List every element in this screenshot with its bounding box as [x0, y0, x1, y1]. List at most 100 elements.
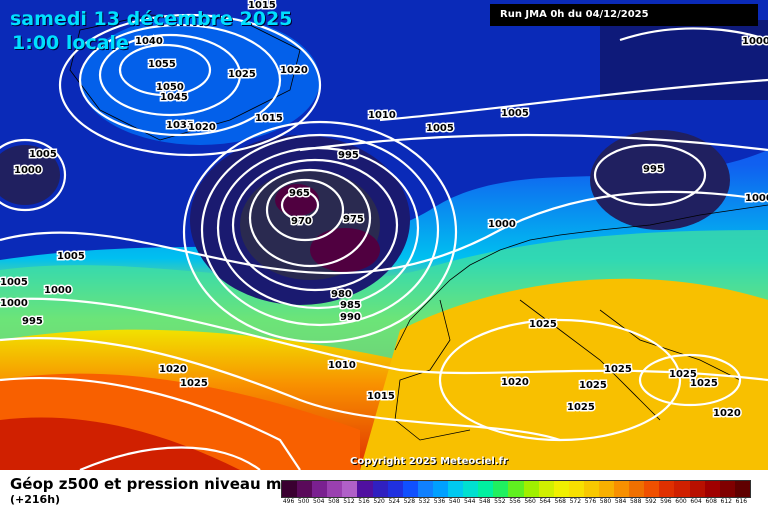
isobar-label: 1020 — [713, 408, 741, 419]
isobar-label: 975 — [343, 214, 364, 225]
isobar-label: 995 — [643, 164, 664, 175]
isobar-label: 1025 — [567, 402, 595, 413]
color-scale-label: 544 — [463, 498, 476, 505]
isobar-label: 1020 — [501, 377, 529, 388]
color-scale-swatch — [493, 481, 509, 497]
color-scale-label: 564 — [539, 498, 551, 505]
isobar-label: 1000 — [742, 36, 768, 47]
isobar-label: 980 — [331, 289, 352, 300]
color-scale-swatch — [357, 481, 373, 497]
color-scale-swatch — [282, 481, 298, 497]
zone-low-core-inner — [310, 228, 380, 272]
color-scale-swatch — [402, 481, 418, 497]
color-scale-swatch — [659, 481, 675, 497]
color-scale-label: 600 — [675, 498, 687, 505]
color-scale-label: 572 — [569, 498, 582, 505]
color-scale-swatch — [448, 481, 464, 497]
color-scale-label: 604 — [690, 498, 702, 505]
color-scale-swatch — [553, 481, 569, 497]
isobar-label: 1010 — [328, 360, 356, 371]
color-scale-swatch — [614, 481, 630, 497]
isobar-label: 1000 — [0, 298, 28, 309]
color-scale-label: 560 — [524, 498, 536, 505]
color-scale-label: 596 — [660, 498, 672, 505]
isobar-label: 1020 — [159, 364, 187, 375]
color-scale-label: 524 — [388, 498, 400, 505]
forecast-date: samedi 13 décembre 2025 — [10, 8, 293, 30]
coastline-europe — [394, 204, 768, 441]
isobar-label: 1000 — [44, 285, 72, 296]
isobar-label: 965 — [289, 188, 310, 199]
color-scale-swatch — [538, 481, 554, 497]
isobar-label: 985 — [340, 300, 361, 311]
color-scale — [281, 480, 751, 498]
isobar-label: 1035 — [166, 120, 194, 131]
model-run-label: Run JMA 0h du 04/12/2025 — [490, 4, 758, 26]
isobar-labels: 1015 1040 1055 1050 1045 1025 1020 1035 … — [0, 0, 768, 421]
color-scale-swatch — [417, 481, 433, 497]
isobar-label: 1055 — [148, 59, 176, 70]
isobar-label: 995 — [22, 316, 43, 327]
zone-red-southwest — [0, 417, 240, 470]
isobar-label: 990 — [340, 312, 361, 323]
color-scale-swatch — [327, 481, 343, 497]
isobar-label: 1015 — [255, 113, 283, 124]
color-scale-swatch — [372, 481, 388, 497]
isobar-label: 1000 — [488, 219, 516, 230]
zone-west-low — [0, 145, 60, 205]
isobar-label: 1020 — [280, 65, 308, 76]
color-scale-label: 548 — [479, 498, 491, 505]
color-scale-swatch — [734, 481, 750, 497]
isobar-lines — [0, 13, 768, 470]
isobar-label: 1000 — [14, 165, 42, 176]
weather-map: 1015 1040 1055 1050 1045 1025 1020 1035 … — [0, 0, 768, 470]
isobar-label: 1015 — [367, 391, 395, 402]
isobar-label: 1025 — [604, 364, 632, 375]
zone-northeast-low — [590, 130, 730, 230]
color-scale-label: 496 — [282, 498, 295, 505]
color-scale-label: 580 — [599, 498, 612, 505]
color-scale-swatch — [342, 481, 358, 497]
isobar-label: 1025 — [669, 369, 697, 380]
isobar-label: 1005 — [501, 108, 529, 119]
color-scale-swatch — [463, 481, 479, 497]
color-scale-label: 520 — [373, 498, 385, 505]
color-scale-swatch — [568, 481, 584, 497]
color-scale-labels: 496 500 504 508 512 516 520 524 528 532 536 540 544 5… — [281, 498, 749, 505]
zone-yellow-east — [360, 278, 768, 470]
color-scale-swatch — [312, 481, 328, 497]
color-scale-label: 540 — [448, 498, 461, 505]
isobar-label: 1040 — [135, 36, 163, 47]
isobar-label: 1025 — [180, 378, 208, 389]
color-scale-label: 508 — [328, 498, 340, 505]
isobar-label: 1000 — [745, 193, 768, 204]
isobar-label: 1025 — [690, 378, 718, 389]
copyright-text: Copyright 2025 Meteociel.fr — [350, 456, 508, 467]
isobar-label: 1010 — [368, 110, 396, 121]
color-scale-label: 608 — [705, 498, 717, 505]
isobar-label: 970 — [291, 216, 312, 227]
color-scale-swatch — [689, 481, 705, 497]
color-scale-label: 516 — [358, 498, 370, 505]
zone-green — [0, 230, 768, 360]
isobar-label: 1050 — [156, 82, 184, 93]
isobar-label: 1005 — [29, 149, 57, 160]
color-scale-label: 616 — [735, 498, 748, 505]
color-scale-swatch — [629, 481, 645, 497]
color-scale-swatch — [644, 481, 660, 497]
legend-subtitle: (+216h) — [10, 493, 61, 506]
color-scale-swatch — [297, 481, 313, 497]
color-scale-label: 556 — [509, 498, 521, 505]
isobar-label: 1005 — [426, 123, 454, 134]
isobar-label: 1020 — [188, 122, 216, 133]
color-scale-swatch — [719, 481, 735, 497]
color-scale-swatch — [583, 481, 599, 497]
isobar-label: 1025 — [529, 319, 557, 330]
color-scale-label: 512 — [343, 498, 355, 505]
color-scale-swatch — [478, 481, 494, 497]
isobar-label: 1015 — [248, 0, 276, 11]
isobar-label: 1025 — [579, 380, 607, 391]
color-scale-label: 500 — [297, 498, 310, 505]
color-scale-label: 588 — [629, 498, 642, 505]
isobar-label: 1045 — [160, 92, 188, 103]
